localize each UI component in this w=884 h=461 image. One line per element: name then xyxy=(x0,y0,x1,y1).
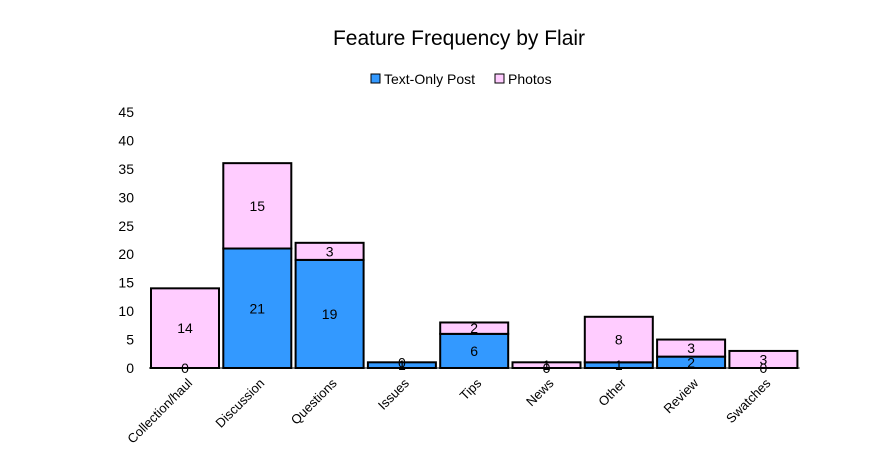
legend: Text-Only Post Photos xyxy=(370,71,552,87)
data-label: 2 xyxy=(687,354,695,370)
chart-title: Feature Frequency by Flair xyxy=(333,27,585,50)
x-tick-label: Discussion xyxy=(212,376,267,431)
data-label: 2 xyxy=(470,320,478,336)
x-tick-label: Tips xyxy=(457,375,485,403)
data-label: 21 xyxy=(250,300,266,316)
data-label: 3 xyxy=(760,351,768,367)
bars xyxy=(150,162,799,370)
x-tick-label: News xyxy=(523,375,557,409)
bar-segment xyxy=(294,258,365,370)
y-tick-label: 40 xyxy=(118,132,134,148)
data-label: 6 xyxy=(470,343,478,359)
y-tick-label: 0 xyxy=(126,360,134,376)
data-label: 1 xyxy=(615,357,623,373)
y-tick-label: 30 xyxy=(118,189,134,205)
data-label: 3 xyxy=(326,243,334,259)
legend-swatch xyxy=(370,73,381,84)
y-tick-label: 10 xyxy=(118,303,134,319)
data-label: 19 xyxy=(322,306,338,322)
y-tick-label: 25 xyxy=(118,218,134,234)
data-label: 1 xyxy=(543,357,551,373)
legend-swatch xyxy=(494,73,505,84)
bar-segment xyxy=(150,287,220,369)
y-tick-label: 20 xyxy=(118,246,134,262)
bar-segment xyxy=(222,162,293,250)
bar-segment xyxy=(294,241,365,261)
x-tick-label: Collection/haul xyxy=(124,375,195,446)
y-tick-label: 15 xyxy=(118,275,134,291)
bar-segment xyxy=(656,338,727,358)
bar-segment xyxy=(439,321,510,335)
legend-label: Photos xyxy=(508,71,552,87)
legend-label: Text-Only Post xyxy=(384,71,475,87)
x-tick-label: Other xyxy=(595,375,629,409)
y-tick-label: 45 xyxy=(118,104,134,120)
y-tick-label: 35 xyxy=(118,161,134,177)
data-label: 1 xyxy=(398,357,406,373)
x-tick-label: Swatches xyxy=(723,375,774,426)
bar-segment xyxy=(222,247,293,369)
x-tick-label: Review xyxy=(660,375,701,416)
data-label: 0 xyxy=(398,354,406,370)
x-tick-label: Issues xyxy=(375,375,413,413)
data-label: 14 xyxy=(177,320,193,336)
y-axis: 0 5 10 15 20 25 30 35 40 45 xyxy=(118,104,134,376)
data-label: 15 xyxy=(250,198,266,214)
data-label: 8 xyxy=(615,332,623,348)
bar-segment xyxy=(583,315,654,364)
y-tick-label: 5 xyxy=(126,332,134,348)
x-tick-label: Questions xyxy=(288,375,340,427)
data-label: 3 xyxy=(687,340,695,356)
x-axis: Collection/haul Discussion Questions Issues… xyxy=(124,367,800,446)
